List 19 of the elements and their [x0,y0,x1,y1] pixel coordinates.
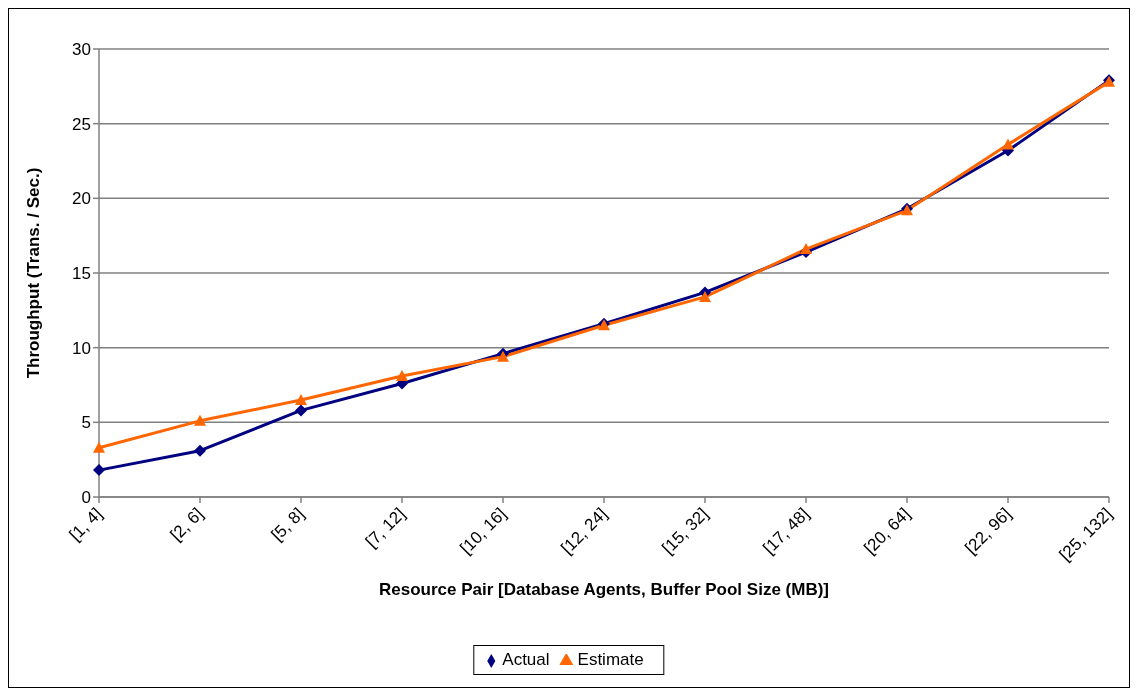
x-tick-label: [10, 16] [456,504,510,558]
y-tick-label: 30 [72,40,91,60]
x-tick-label: [17, 48] [759,504,813,558]
x-tick-label: [12, 24] [557,504,611,558]
y-tick-label: 10 [72,338,91,358]
x-tick-label: [15, 32] [658,504,712,558]
x-tick-label: [2, 6] [166,504,207,545]
y-tick-label: 20 [72,189,91,209]
y-tick-label: 25 [72,114,91,134]
legend-label: Estimate [577,650,644,669]
x-tick-label: [5, 8] [267,504,308,545]
x-tick-label: [7, 12] [361,504,409,552]
x-axis-title: Resource Pair [Database Agents, Buffer Pool Size (MB)] [379,580,829,599]
x-tick-label: [22, 96] [961,504,1015,558]
x-tick-label: [20, 64] [860,504,914,558]
y-tick-label: 5 [81,413,91,433]
legend-label: Actual [502,650,550,669]
y-tick-label: 15 [72,264,91,284]
y-axis-title: Throughput (Trans. / Sec.) [24,167,44,379]
